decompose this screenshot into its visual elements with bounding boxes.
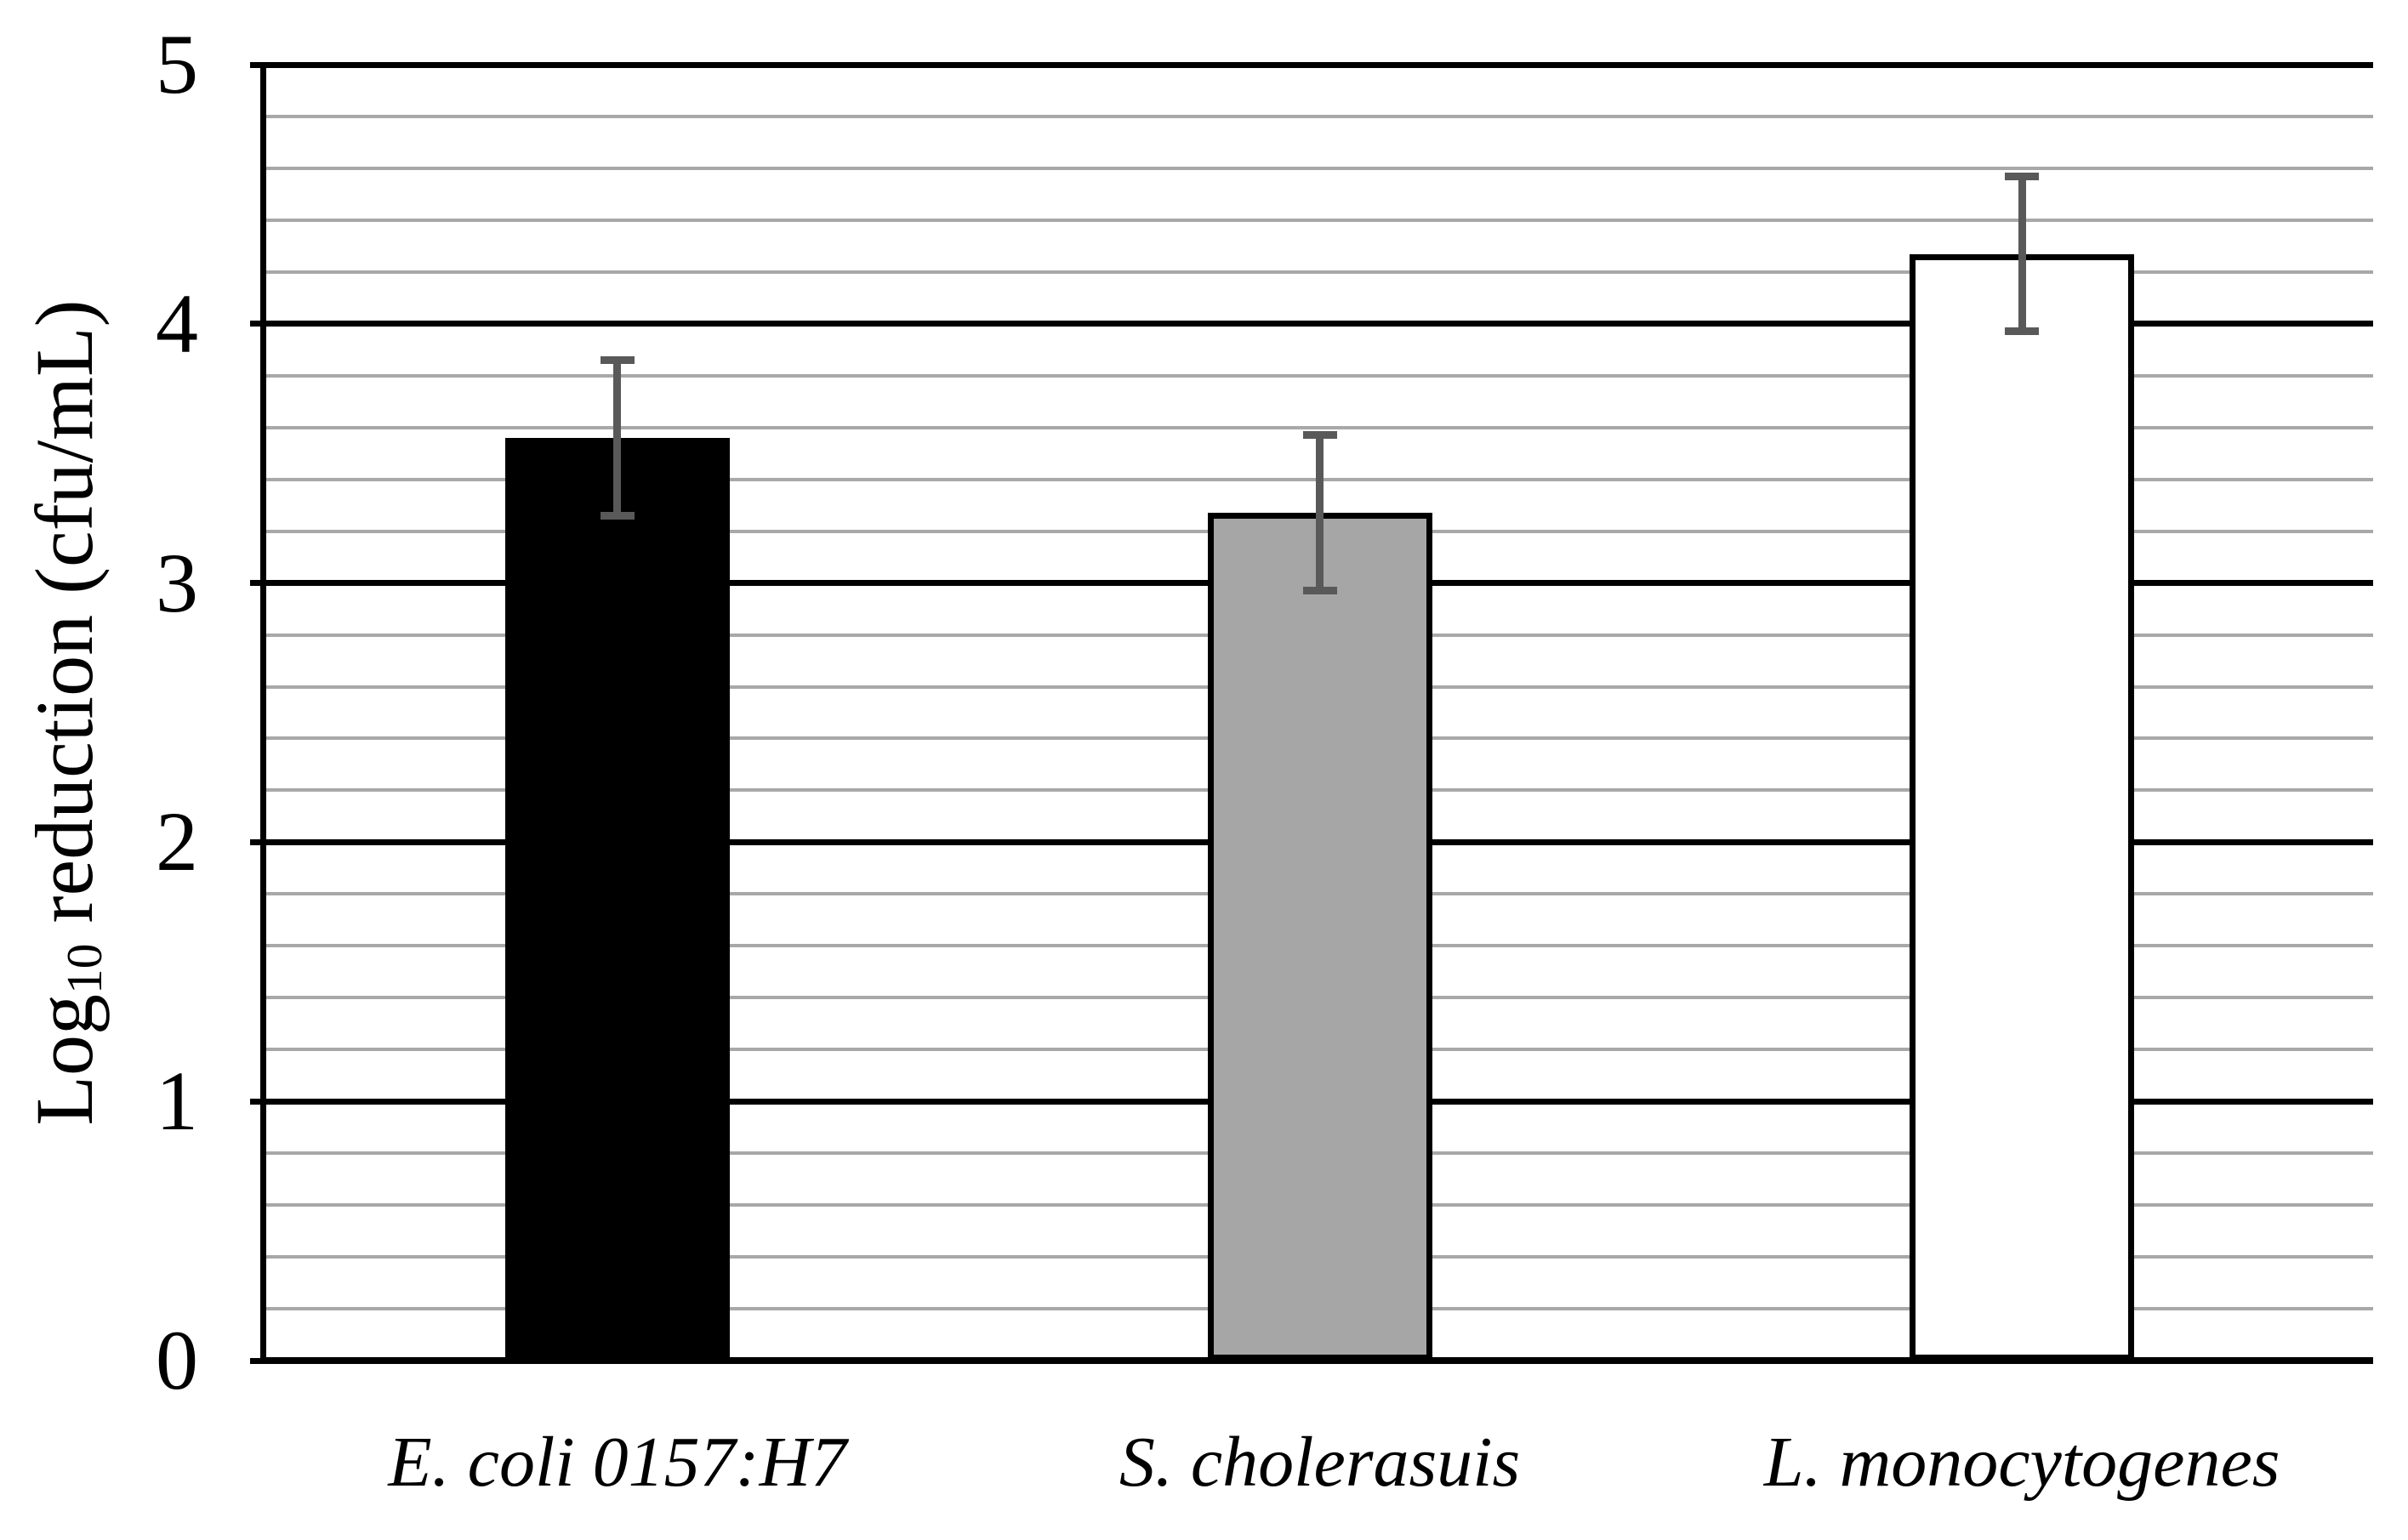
error-bar-cap-top bbox=[600, 355, 635, 364]
major-gridline bbox=[266, 321, 2373, 327]
bar bbox=[504, 437, 730, 1361]
y-tick-label: 0 bbox=[156, 1313, 198, 1407]
minor-gridline bbox=[266, 114, 2373, 118]
error-bar-cap-bottom bbox=[1302, 587, 1337, 595]
error-bar-cap-bottom bbox=[600, 511, 635, 520]
bar bbox=[1910, 253, 2135, 1361]
y-tick-label: 2 bbox=[156, 794, 198, 889]
plot-top-border bbox=[266, 61, 2373, 68]
minor-gridline bbox=[266, 270, 2373, 274]
y-axis-title-subscript: 10 bbox=[55, 943, 112, 994]
minor-gridline bbox=[266, 166, 2373, 170]
y-tick-label: 5 bbox=[156, 17, 198, 111]
error-bar-cap-top bbox=[1302, 431, 1337, 440]
x-axis-line bbox=[266, 1357, 2373, 1364]
error-bar-line bbox=[2018, 176, 2026, 332]
error-bar-cap-top bbox=[2005, 172, 2040, 180]
y-tick-label: 3 bbox=[156, 535, 198, 630]
y-axis-major-tick bbox=[250, 1357, 260, 1364]
y-axis-major-tick bbox=[250, 838, 260, 845]
y-tick-label: 4 bbox=[156, 276, 198, 371]
error-bar-line bbox=[613, 360, 622, 516]
y-axis-title: Log10 reduction (cfu/mL) bbox=[18, 75, 112, 1350]
x-category-label: E. coli 0157:H7 bbox=[388, 1423, 847, 1502]
y-axis-major-tick bbox=[250, 580, 260, 587]
x-category-label: S. cholerasuis bbox=[1119, 1423, 1521, 1502]
minor-gridline bbox=[266, 373, 2373, 378]
error-bar-line bbox=[1316, 435, 1324, 591]
y-axis-major-tick bbox=[250, 61, 260, 68]
y-tick-label: 1 bbox=[156, 1054, 198, 1149]
y-axis-line bbox=[260, 61, 266, 1364]
minor-gridline bbox=[266, 425, 2373, 429]
bar bbox=[1207, 513, 1432, 1361]
minor-gridline bbox=[266, 218, 2373, 222]
y-axis-major-tick bbox=[250, 321, 260, 327]
error-bar-cap-bottom bbox=[2005, 327, 2040, 336]
x-category-label: L. monocytogenes bbox=[1763, 1423, 2280, 1502]
y-axis-major-tick bbox=[250, 1098, 260, 1105]
